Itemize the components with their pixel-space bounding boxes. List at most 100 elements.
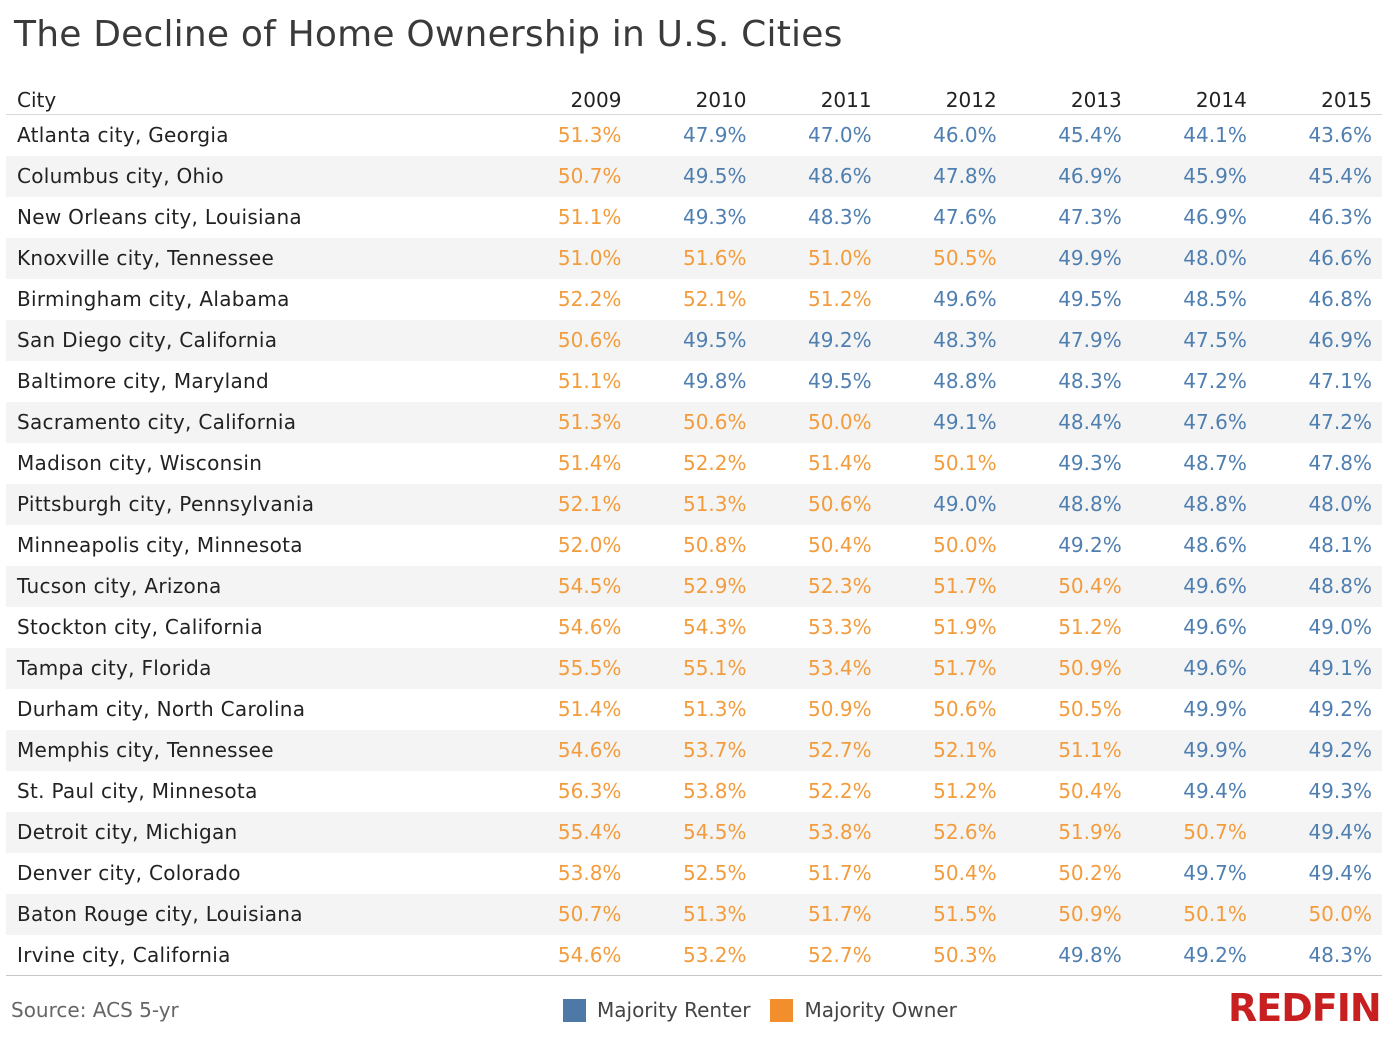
value-cell-2015: 47.2% xyxy=(1256,401,1382,443)
value-cell-2011: 52.3% xyxy=(756,565,882,607)
value-cell-2015: 49.1% xyxy=(1256,647,1382,689)
value-cell-2014: 49.6% xyxy=(1131,565,1257,607)
value-cell-2013: 49.3% xyxy=(1058,451,1122,475)
value-cell-2009: 54.5% xyxy=(506,565,632,607)
value-cell-2013: 49.5% xyxy=(1058,287,1122,311)
value-cell-2013: 50.4% xyxy=(1006,565,1132,607)
value-cell-2013: 49.8% xyxy=(1006,934,1132,976)
value-cell-2010: 49.8% xyxy=(682,369,747,393)
value-cell-2010: 49.3% xyxy=(682,205,747,229)
value-cell-2011: 52.7% xyxy=(756,934,882,976)
value-cell-2015: 43.6% xyxy=(1308,123,1372,148)
value-cell-2010: 49.5% xyxy=(631,155,757,197)
table-row: Columbus city, Ohio 50.7% 49.5% 48.6% 47.8% 4… xyxy=(6,155,1382,197)
value-cell-2009: 52.1% xyxy=(506,483,632,525)
source-note: Source: ACS 5-yr xyxy=(11,998,179,1022)
value-cell-2009: 51.1% xyxy=(557,369,622,393)
value-cell-2014: 48.0% xyxy=(1131,237,1257,279)
value-cell-2014: 49.6% xyxy=(1131,647,1257,689)
city-cell: Irvine city, California xyxy=(6,934,507,976)
value-cell-2015: 47.1% xyxy=(1308,369,1372,393)
city-cell: Baton Rouge city, Louisiana xyxy=(6,893,507,935)
value-cell-2012: 52.6% xyxy=(881,811,1007,853)
table-row: Irvine city, California 54.6% 53.2% 52.7% 50… xyxy=(6,934,1382,976)
value-cell-2013: 50.9% xyxy=(1006,893,1132,935)
value-cell-2014: 50.7% xyxy=(1131,811,1257,853)
table-row: Detroit city, Michigan 55.4% 54.5% 53.8% 52.… xyxy=(6,811,1382,853)
value-cell-2011: 49.2% xyxy=(756,319,882,361)
value-cell-2012: 51.5% xyxy=(881,893,1007,935)
value-cell-2011: 51.0% xyxy=(756,237,882,279)
value-cell-2009: 52.2% xyxy=(557,287,622,311)
legend-swatch-owner xyxy=(770,998,794,1022)
city-cell: Denver city, Colorado xyxy=(17,861,241,885)
column-header-2015: 2015 xyxy=(1256,78,1382,115)
value-cell-2015: 49.2% xyxy=(1256,729,1382,771)
value-cell-2013: 47.3% xyxy=(1058,205,1122,229)
value-cell-2014: 46.9% xyxy=(1183,205,1247,229)
value-cell-2012: 50.6% xyxy=(933,697,997,721)
value-cell-2015: 46.9% xyxy=(1256,319,1382,361)
value-cell-2012: 50.4% xyxy=(933,861,997,885)
value-cell-2015: 49.4% xyxy=(1256,811,1382,853)
city-cell: Baltimore city, Maryland xyxy=(17,369,269,393)
value-cell-2013: 48.3% xyxy=(1058,369,1122,393)
table-body: Atlanta city, Georgia 51.3% 47.9% 47.0% 46.0… xyxy=(6,115,1382,976)
value-cell-2010: 52.1% xyxy=(682,287,747,311)
city-cell: San Diego city, California xyxy=(6,319,507,361)
value-cell-2015: 49.3% xyxy=(1308,779,1372,803)
value-cell-2011: 51.7% xyxy=(756,893,882,935)
value-cell-2012: 51.7% xyxy=(881,647,1007,689)
value-cell-2012: 51.9% xyxy=(933,615,997,639)
value-cell-2009: 54.6% xyxy=(506,729,632,771)
city-cell: Minneapolis city, Minnesota xyxy=(17,533,303,557)
column-header-2013: 2013 xyxy=(1006,78,1132,115)
value-cell-2010: 51.3% xyxy=(631,893,757,935)
value-cell-2015: 49.2% xyxy=(1308,697,1372,721)
value-cell-2014: 50.1% xyxy=(1131,893,1257,935)
city-cell: Stockton city, California xyxy=(17,615,263,639)
value-cell-2015: 48.8% xyxy=(1256,565,1382,607)
value-cell-2011: 53.3% xyxy=(808,615,872,639)
value-cell-2010: 50.6% xyxy=(631,401,757,443)
value-cell-2013: 50.9% xyxy=(1006,647,1132,689)
value-cell-2011: 52.7% xyxy=(756,729,882,771)
table-row: Madison city, Wisconsin 51.4% 52.2% 51.4% 50… xyxy=(6,443,1382,484)
value-cell-2013: 45.4% xyxy=(1058,123,1122,148)
value-cell-2010: 54.3% xyxy=(682,615,747,639)
value-cell-2014: 47.6% xyxy=(1131,401,1257,443)
table-row: Tampa city, Florida 55.5% 55.1% 53.4% 51.7% 5… xyxy=(6,647,1382,689)
value-cell-2013: 50.5% xyxy=(1058,697,1122,721)
value-cell-2009: 51.3% xyxy=(557,123,622,148)
column-header-2014: 2014 xyxy=(1131,78,1257,115)
city-cell: Pittsburgh city, Pennsylvania xyxy=(6,483,507,525)
value-cell-2012: 48.3% xyxy=(881,319,1007,361)
value-cell-2014: 47.5% xyxy=(1131,319,1257,361)
table-row: Durham city, North Carolina 51.4% 51.3% 50.… xyxy=(6,689,1382,730)
header-row: City 2009 2010 2011 2012 2013 2014 2015 xyxy=(6,78,1382,115)
value-cell-2012: 49.0% xyxy=(881,483,1007,525)
ownership-table: City 2009 2010 2011 2012 2013 2014 2015 … xyxy=(6,78,1382,976)
value-cell-2014: 48.5% xyxy=(1183,287,1247,311)
value-cell-2011: 51.2% xyxy=(808,287,872,311)
value-cell-2009: 50.7% xyxy=(506,893,632,935)
value-cell-2012: 48.8% xyxy=(933,369,997,393)
value-cell-2011: 53.4% xyxy=(756,647,882,689)
value-cell-2015: 48.1% xyxy=(1308,533,1372,557)
value-cell-2013: 51.9% xyxy=(1006,811,1132,853)
value-cell-2014: 48.8% xyxy=(1131,483,1257,525)
value-cell-2013: 50.2% xyxy=(1058,861,1122,885)
value-cell-2014: 49.9% xyxy=(1183,697,1247,721)
table-row: Sacramento city, California 51.3% 50.6% 50.… xyxy=(6,401,1382,443)
table-row: Memphis city, Tennessee 54.6% 53.7% 52.7% 52… xyxy=(6,729,1382,771)
value-cell-2010: 52.2% xyxy=(682,451,747,475)
column-header-2011: 2011 xyxy=(756,78,882,115)
value-cell-2015: 49.0% xyxy=(1308,615,1372,639)
legend-label-renter: Majority Renter xyxy=(597,998,751,1022)
value-cell-2015: 46.3% xyxy=(1308,205,1372,229)
value-cell-2009: 51.4% xyxy=(557,451,622,475)
value-cell-2015: 47.8% xyxy=(1308,451,1372,475)
value-cell-2010: 49.5% xyxy=(631,319,757,361)
value-cell-2015: 45.4% xyxy=(1256,155,1382,197)
value-cell-2009: 51.4% xyxy=(557,697,622,721)
